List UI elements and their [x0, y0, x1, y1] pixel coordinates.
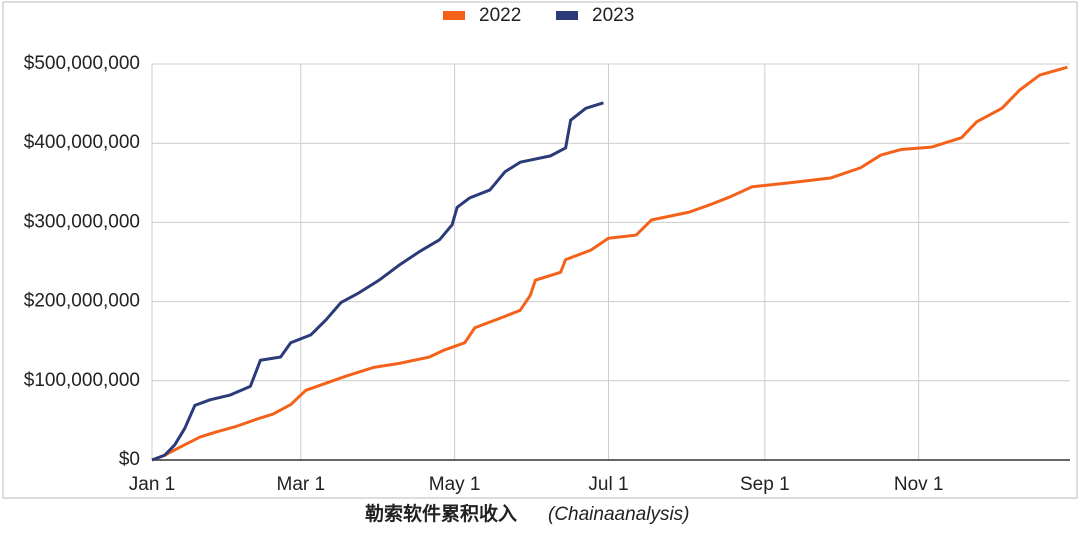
chart-frame — [2, 1, 1078, 499]
line-series — [151, 101, 604, 462]
y-tick-label: $300,000,000 — [24, 211, 140, 232]
x-tick-label: Jul 1 — [588, 474, 628, 495]
y-tick-label: $500,000,000 — [24, 53, 140, 74]
y-tick-label: $100,000,000 — [24, 370, 140, 391]
line-series — [151, 65, 1068, 462]
caption-source: (Chainaanalysis) — [548, 504, 690, 525]
y-tick-label: $200,000,000 — [24, 291, 140, 312]
legend-label: 2022 — [479, 5, 521, 26]
x-tick-label: Sep 1 — [740, 474, 790, 495]
y-tick-label: $0 — [119, 449, 140, 470]
x-tick-label: May 1 — [429, 474, 481, 495]
x-tick-label: Jan 1 — [129, 474, 175, 495]
caption: 勒索软件累积收入 — [365, 502, 517, 525]
x-tick-label: Mar 1 — [277, 474, 326, 495]
x-tick-label: Nov 1 — [894, 474, 944, 495]
legend-swatch — [443, 11, 465, 20]
y-tick-label: $400,000,000 — [24, 132, 140, 153]
legend-swatch — [556, 11, 578, 20]
legend-label: 2023 — [592, 5, 634, 26]
